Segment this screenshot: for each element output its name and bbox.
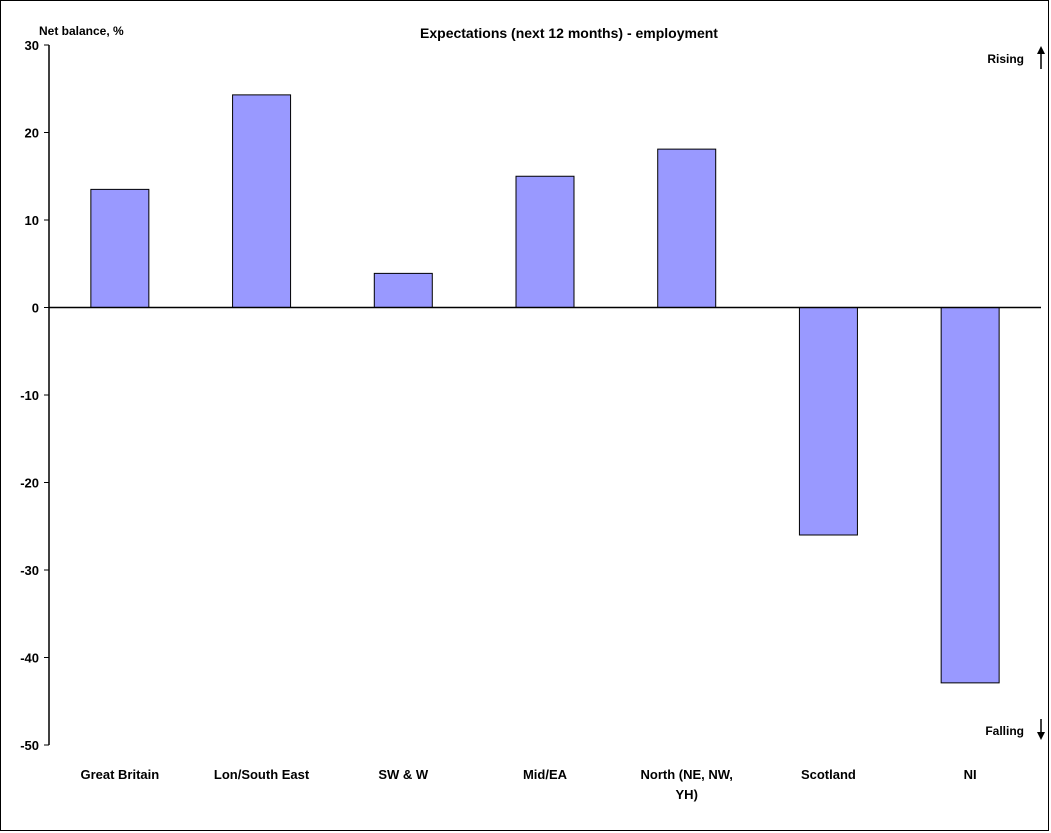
y-tick-label: -10 (20, 388, 39, 403)
bar (515, 175, 575, 308)
bar (940, 307, 1000, 684)
x-category-label: SW & W (378, 767, 429, 782)
y-tick-label: 20 (25, 126, 39, 141)
rising-annotation: Rising (987, 52, 1024, 66)
chart-title: Expectations (next 12 months) - employme… (420, 25, 718, 41)
y-tick-label: 0 (32, 301, 39, 316)
falling-annotation: Falling (985, 724, 1024, 738)
x-category-label: Great Britain (80, 767, 159, 782)
x-category-label: Scotland (801, 767, 856, 782)
x-category-label: Lon/South East (214, 767, 310, 782)
bar (373, 272, 433, 308)
bars-group (90, 94, 1000, 684)
y-tick-label: -40 (20, 651, 39, 666)
y-tick-label: 10 (25, 213, 39, 228)
y-tick-label: -20 (20, 476, 39, 491)
y-tick-label: -50 (20, 738, 39, 753)
bar (232, 94, 292, 308)
y-tick-label: -30 (20, 563, 39, 578)
bar (90, 188, 150, 308)
y-axis-label: Net balance, % (39, 24, 124, 38)
bar (798, 307, 858, 536)
y-axis-ticks: 30 20 10 0 -10 -20 -30 -40 -50 (20, 38, 49, 753)
rising-arrow-icon (1037, 46, 1045, 69)
x-category-label: YH) (676, 787, 698, 802)
y-tick-label: 30 (25, 38, 39, 53)
bar (657, 148, 717, 308)
x-category-label: Mid/EA (523, 767, 568, 782)
falling-arrow-icon (1037, 719, 1045, 740)
category-labels: Great Britain Lon/South East SW & W Mid/EA N… (80, 767, 976, 802)
x-category-label: North (NE, NW, (640, 767, 732, 782)
x-category-label: NI (964, 767, 977, 782)
